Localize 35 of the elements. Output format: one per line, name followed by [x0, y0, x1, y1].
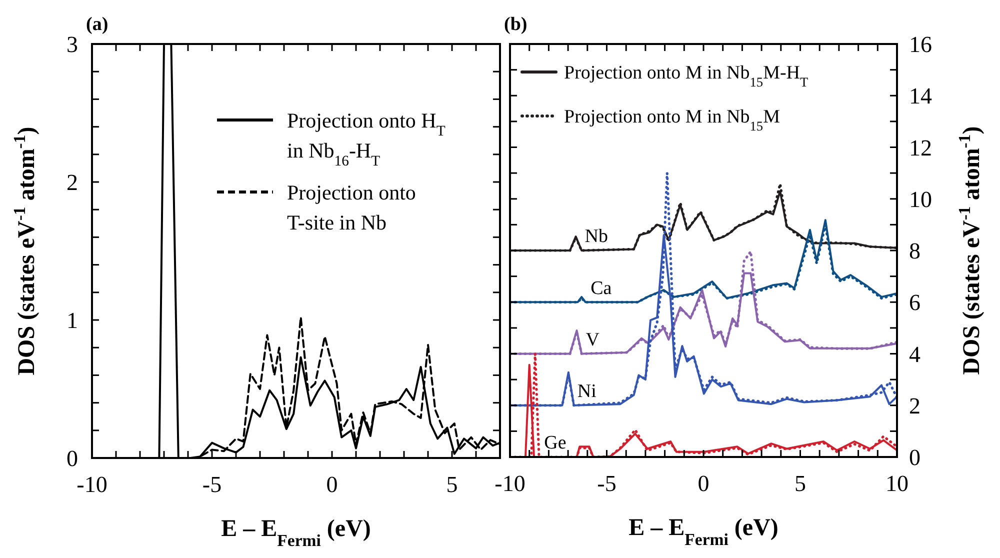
legend-label: Projection onto M in Nb$_{15}$M-H$_{T}$	[564, 62, 808, 90]
legend-label: Projection onto M in Nb$_{15}$M	[564, 106, 780, 134]
x-axis-title: E – E$_{Fermi}$ (eV)	[221, 516, 371, 550]
y-tick-label: 2	[66, 170, 78, 196]
y2-tick-label: 14	[909, 84, 932, 109]
chart-title: (a)	[86, 14, 108, 35]
y-tick-label: 3	[66, 32, 78, 58]
y2-tick-label: 6	[909, 290, 920, 316]
y2-tick-label: 8	[909, 238, 920, 264]
annotation: Ge	[544, 432, 566, 454]
x-tick-label: -10	[76, 472, 108, 497]
y2-tick-label: 12	[909, 135, 932, 160]
x-tick-label: -10	[494, 471, 526, 496]
y2-tick-label: 16	[909, 32, 932, 58]
annotation: Nb	[584, 226, 608, 248]
x-tick-label: 0	[698, 471, 710, 496]
x-tick-label: -5	[202, 472, 222, 497]
x-tick-label: 5	[794, 471, 806, 496]
annotation: Ni	[577, 381, 596, 402]
x-tick-label: 5	[446, 472, 458, 497]
y2-tick-label: 2	[909, 393, 920, 418]
y2-tick-label: 0	[909, 445, 920, 470]
x-tick-label: 0	[326, 472, 338, 497]
x-tick-label: 10	[886, 471, 908, 496]
x-axis-title: E – E$_{Fermi}$ (eV)	[628, 515, 778, 548]
annotation: Ca	[590, 278, 612, 299]
y2-tick-label: 4	[909, 342, 921, 367]
y-tick-label: 1	[66, 308, 78, 334]
chart-title: (b)	[504, 14, 528, 35]
y-tick-label: 0	[66, 446, 78, 472]
x-tick-label: -5	[597, 471, 616, 496]
annotation: V	[586, 329, 600, 350]
text: Projection onto H$_{T}$ in Nb$_{16}$-H$_{T}$	[287, 108, 446, 170]
y2-tick-label: 10	[909, 186, 932, 212]
legend-label: Projection onto T-site in Nb	[287, 180, 416, 234]
